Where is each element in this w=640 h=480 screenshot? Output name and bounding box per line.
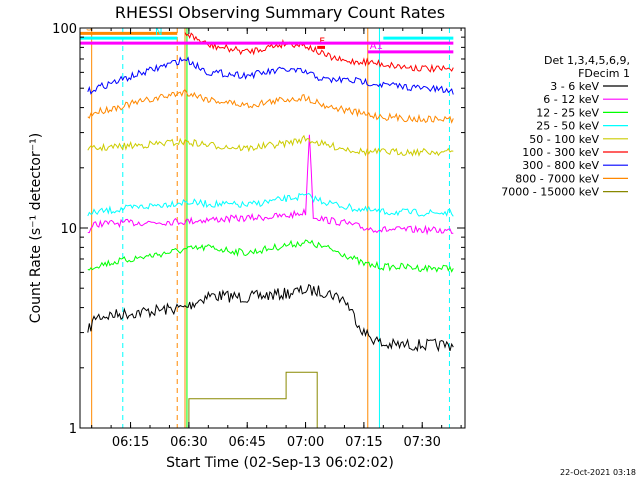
legend-entry-7: 800 - 7000 keV <box>515 172 599 185</box>
flag-label-0: S <box>86 22 92 33</box>
series-group <box>87 32 454 428</box>
y-tick-label-1: 10 <box>60 222 77 237</box>
legend-header-1: FDecim 1 <box>578 67 630 80</box>
legend-entry-3: 25 - 50 keV <box>536 120 599 133</box>
legend-entry-0: 3 - 6 keV <box>550 80 599 93</box>
y-tick-label-2: 100 <box>52 22 77 37</box>
legend-entry-5: 100 - 300 keV <box>522 146 599 159</box>
legend-entry-8: 7000 - 15000 keV <box>501 186 599 199</box>
x-tick-label-1: 06:30 <box>170 435 207 450</box>
x-tick-label-3: 07:00 <box>287 435 324 450</box>
flag-bars: SNFA1 <box>80 22 454 54</box>
timestamp: 22-Oct-2021 03:18 <box>560 468 636 477</box>
series-line-5 <box>184 32 454 73</box>
legend-entry-6: 300 - 800 keV <box>522 159 599 172</box>
x-axis-label: Start Time (02-Sep-13 06:02:02) <box>166 455 394 471</box>
x-tick-label-4: 07:15 <box>345 435 382 450</box>
legend-entry-4: 50 - 100 keV <box>529 133 599 146</box>
flag-label-1: N <box>155 27 162 38</box>
series-line-8 <box>185 371 454 428</box>
x-axis-ticks: 06:15 06:30 06:45 07:00 07:15 07:30 <box>91 28 462 450</box>
series-line-6 <box>87 56 454 95</box>
legend-entry-2: 12 - 25 keV <box>536 106 599 119</box>
x-tick-label-0: 06:15 <box>112 435 149 450</box>
series-line-2 <box>87 239 454 273</box>
series-line-1 <box>87 134 454 236</box>
y-tick-label-0: 1 <box>69 422 77 437</box>
series-line-3 <box>87 192 454 217</box>
legend-header-0: Det 1,3,4,5,6,9, <box>544 54 630 67</box>
x-tick-label-5: 07:30 <box>403 435 440 450</box>
chart-title: RHESSI Observing Summary Count Rates <box>115 3 445 22</box>
flag-label-3: A1 <box>370 41 383 52</box>
legend-entry-1: 6 - 12 keV <box>543 93 599 106</box>
series-line-0 <box>87 283 454 353</box>
y-axis-ticks: 1 10 100 <box>52 22 465 437</box>
series-line-7 <box>87 88 454 124</box>
y-axis-label: Count Rate (s⁻¹ detector⁻¹) <box>28 133 44 323</box>
x-tick-label-2: 06:45 <box>228 435 265 450</box>
series-line-4 <box>87 134 454 157</box>
